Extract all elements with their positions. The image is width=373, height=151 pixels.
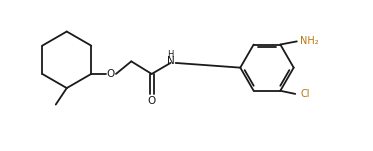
- Text: O: O: [107, 69, 115, 79]
- Text: O: O: [148, 96, 156, 106]
- Text: H: H: [167, 50, 174, 59]
- Text: NH₂: NH₂: [301, 36, 319, 46]
- Text: N: N: [167, 56, 175, 66]
- Text: Cl: Cl: [300, 89, 310, 99]
